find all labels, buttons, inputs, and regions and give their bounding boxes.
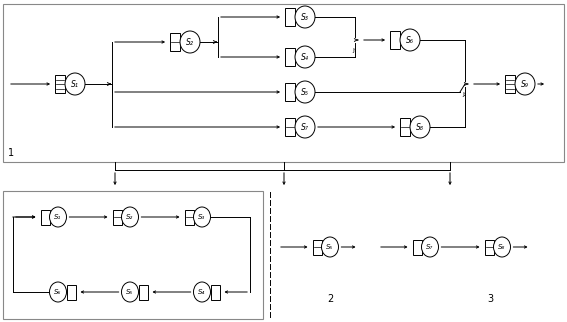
Ellipse shape (295, 46, 315, 68)
Ellipse shape (121, 282, 138, 302)
Ellipse shape (515, 73, 535, 95)
Bar (400, 118, 410, 136)
Bar (285, 83, 295, 101)
Text: S₁: S₁ (54, 214, 62, 220)
Text: S₇: S₇ (301, 122, 309, 131)
Text: S₂: S₂ (126, 214, 134, 220)
Text: S₈: S₈ (498, 244, 506, 250)
Text: S₈: S₈ (416, 122, 424, 131)
Ellipse shape (321, 237, 338, 257)
Ellipse shape (65, 73, 85, 95)
Bar (66, 285, 75, 299)
Bar (40, 210, 49, 224)
Ellipse shape (193, 282, 210, 302)
Text: S₁: S₁ (71, 80, 79, 89)
Text: J₁: J₁ (353, 48, 357, 53)
Bar (112, 210, 121, 224)
Bar (413, 240, 421, 254)
Text: 2: 2 (327, 294, 333, 304)
Text: S₃: S₃ (301, 13, 309, 22)
Bar (3, 4, 564, 162)
Ellipse shape (493, 237, 510, 257)
Text: S₅: S₅ (301, 88, 309, 97)
Text: J₂: J₂ (463, 92, 467, 97)
Bar (55, 75, 65, 93)
Bar (505, 75, 515, 93)
Ellipse shape (193, 207, 210, 227)
Bar (184, 210, 193, 224)
Ellipse shape (49, 207, 66, 227)
Text: S₃: S₃ (198, 214, 206, 220)
Ellipse shape (121, 207, 138, 227)
Text: S₆: S₆ (406, 35, 414, 44)
Bar (3, 191, 263, 319)
Bar (312, 240, 321, 254)
Ellipse shape (295, 6, 315, 28)
Text: S₅: S₅ (327, 244, 333, 250)
Ellipse shape (400, 29, 420, 51)
Bar (170, 33, 180, 51)
Ellipse shape (421, 237, 438, 257)
Text: S₄: S₄ (301, 52, 309, 62)
Ellipse shape (49, 282, 66, 302)
Ellipse shape (295, 81, 315, 103)
Ellipse shape (180, 31, 200, 53)
Text: S₅: S₅ (126, 289, 134, 295)
Text: S₂: S₂ (186, 37, 194, 46)
Text: 3: 3 (487, 294, 493, 304)
Bar (138, 285, 147, 299)
Bar (285, 118, 295, 136)
Bar (285, 48, 295, 66)
Bar (484, 240, 493, 254)
Ellipse shape (410, 116, 430, 138)
Bar (285, 8, 295, 26)
Text: S₄: S₄ (198, 289, 206, 295)
Text: 1: 1 (8, 148, 14, 158)
Text: S₉: S₉ (521, 80, 529, 89)
Bar (210, 285, 219, 299)
Bar (390, 31, 400, 49)
Text: S₇: S₇ (426, 244, 434, 250)
Text: S₆: S₆ (54, 289, 62, 295)
Ellipse shape (295, 116, 315, 138)
